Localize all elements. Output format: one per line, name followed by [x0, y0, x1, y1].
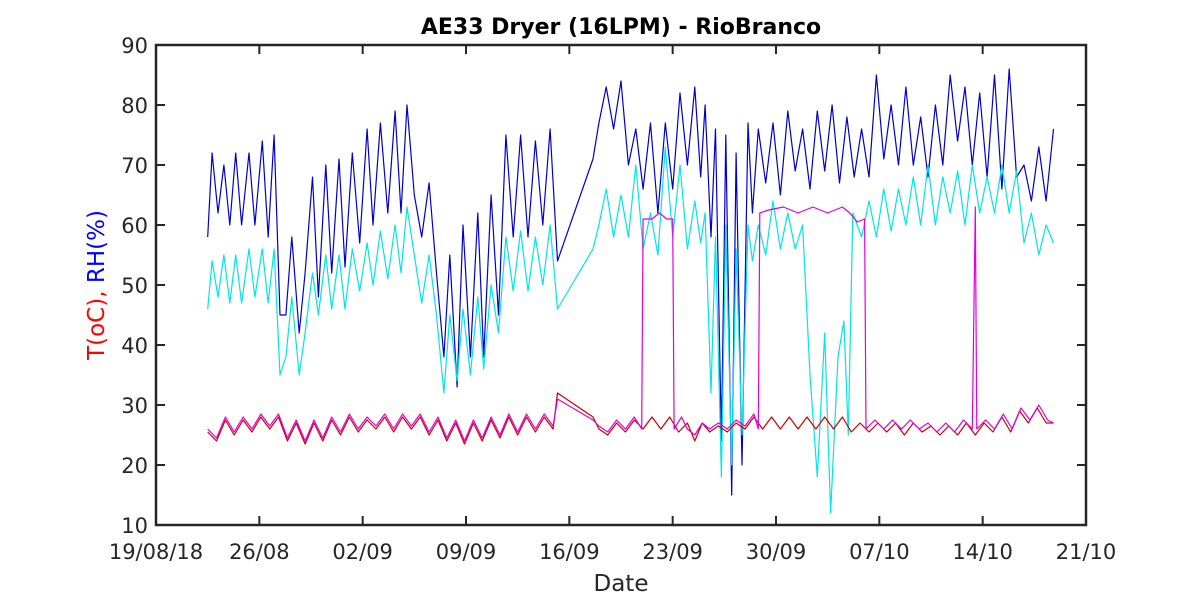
- x-tick-label: 14/10: [952, 540, 1013, 564]
- x-tick-label: 21/10: [1056, 540, 1117, 564]
- x-axis: 19/08/18 26/08 02/09 09/09 16/09 23/09 30/09 07…: [109, 45, 1116, 564]
- y-tick-label: 80: [121, 94, 148, 118]
- x-tick-label: 16/09: [539, 540, 600, 564]
- x-tick-label: 02/09: [332, 540, 393, 564]
- series-line-magenta: [207, 206, 1054, 442]
- y-tick-label: 60: [121, 214, 148, 238]
- y-tick-label: 30: [121, 394, 148, 418]
- x-tick-label: 07/10: [849, 540, 910, 564]
- y-tick-label: 50: [121, 274, 148, 298]
- y-axis: 10 20 30 40 50 60 70 80 90: [121, 34, 1086, 538]
- y-tick-label: 20: [121, 454, 148, 478]
- x-axis-label: Date: [594, 571, 649, 597]
- y-tick-label: 90: [121, 34, 148, 58]
- y-tick-label: 10: [121, 514, 148, 538]
- chart-title: AE33 Dryer (16LPM) - RioBranco: [421, 15, 821, 40]
- x-tick-label: 19/08/18: [109, 540, 203, 564]
- x-tick-label: 26/08: [229, 540, 290, 564]
- y-axis-label: T(oC), RH(%): [84, 210, 110, 361]
- y-tick-label: 40: [121, 334, 148, 358]
- series-line-blue: [207, 68, 1055, 496]
- y-axis-label-temperature: T(oC),: [84, 290, 110, 360]
- x-tick-label: 09/09: [436, 540, 497, 564]
- y-tick-label: 70: [121, 154, 148, 178]
- x-tick-label: 30/09: [746, 540, 807, 564]
- x-tick-label: 23/09: [642, 540, 703, 564]
- series-layer: [207, 68, 1055, 514]
- y-axis-label-humidity: RH(%): [84, 210, 110, 283]
